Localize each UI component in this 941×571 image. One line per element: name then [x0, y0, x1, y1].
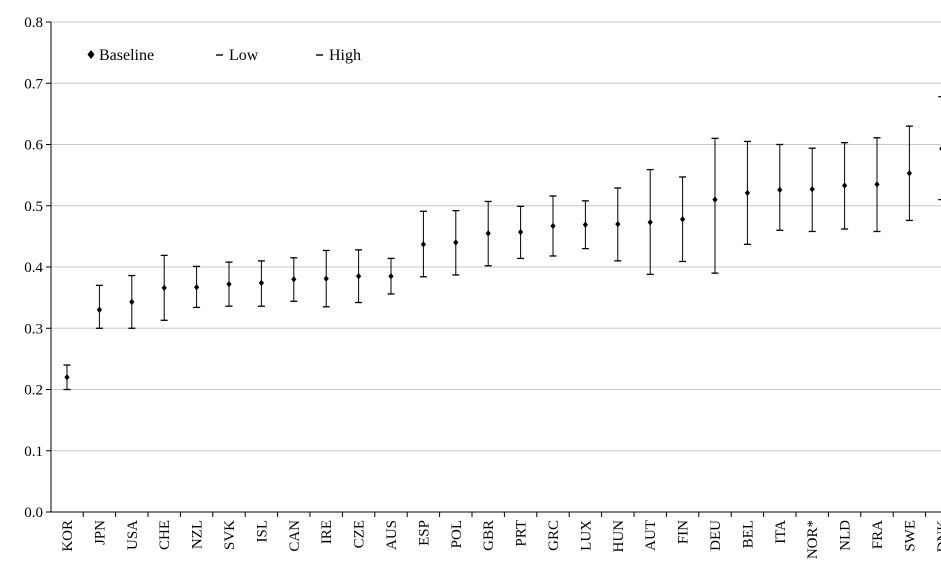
x-tick-label-PRT: PRT	[514, 520, 530, 547]
baseline-point-USA	[129, 298, 135, 306]
y-axis-ticks: 0.0 0.1 0.2 0.3 0.4 0.5 0.6 0.7 0.8	[24, 15, 51, 521]
x-tick-label-DNK: DNK	[935, 520, 941, 553]
baseline-point-NLD	[842, 182, 848, 189]
x-tick-label-ISL: ISL	[254, 520, 270, 543]
baseline-point-FRA	[874, 181, 880, 188]
x-tick-label-AUT: AUT	[643, 520, 659, 551]
x-tick-label-JPN: JPN	[92, 520, 108, 545]
legend-label-high: High	[329, 47, 361, 64]
y-tick-label: 0.7	[24, 76, 43, 92]
y-tick-label: 0.1	[24, 444, 43, 460]
baseline-point-IRE	[323, 275, 329, 282]
y-tick-label: 0.6	[24, 138, 43, 154]
x-tick-label-CZE: CZE	[352, 520, 368, 548]
baseline-point-LUX	[582, 221, 588, 228]
baseline-point-ESP	[420, 241, 426, 248]
x-tick-label-AUS: AUS	[384, 520, 400, 550]
x-tick-label-SWE: SWE	[902, 520, 918, 552]
x-tick-label-FIN: FIN	[676, 520, 692, 544]
baseline-point-CZE	[356, 272, 362, 280]
baseline-point-HUN	[615, 220, 621, 228]
legend-item-low: Low	[216, 47, 259, 64]
baseline-point-POL	[453, 239, 459, 246]
baseline-point-CAN	[291, 276, 297, 283]
x-tick-label-NLD: NLD	[838, 520, 854, 551]
x-tick-label-IRE: IRE	[319, 520, 335, 544]
baseline-point-AUS	[388, 272, 394, 280]
baseline-point-PRT	[518, 228, 524, 236]
x-tick-label-GRC: GRC	[546, 520, 562, 551]
legend-item-baseline: Baseline	[87, 47, 154, 64]
baseline-point-GRC	[550, 222, 556, 230]
x-tick-label-HUN: HUN	[611, 520, 627, 553]
x-tick-label-GBR: GBR	[481, 520, 497, 551]
y-tick-label: 0.8	[24, 15, 43, 31]
x-tick-label-ESP: ESP	[416, 520, 432, 546]
baseline-point-SVK	[226, 280, 232, 288]
legend-label-low: Low	[229, 47, 259, 64]
x-tick-label-KOR: KOR	[60, 520, 76, 552]
x-tick-label-SVK: SVK	[222, 520, 238, 550]
y-tick-label: 0.2	[24, 383, 43, 399]
legend-marker-baseline	[87, 50, 95, 59]
baseline-point-SWE	[906, 170, 912, 177]
x-tick-label-USA: USA	[125, 520, 141, 550]
baseline-point-KOR	[64, 374, 70, 381]
y-tick-label: 0.5	[24, 199, 43, 215]
y-tick-label: 0.4	[24, 260, 43, 276]
y-tick-label: 0.3	[24, 321, 43, 337]
baseline-point-AUT	[647, 219, 653, 226]
baseline-point-BEL	[744, 189, 750, 197]
legend-item-high: High	[316, 47, 361, 64]
x-tick-label-FRA: FRA	[870, 520, 886, 549]
legend-label-baseline: Baseline	[99, 47, 154, 64]
baseline-point-ISL	[258, 279, 264, 287]
x-tick-label-DEU: DEU	[708, 520, 724, 551]
baseline-point-NOR*	[809, 186, 815, 193]
baseline-point-ITA	[777, 186, 783, 194]
x-tick-label-CAN: CAN	[287, 520, 303, 552]
legend: Baseline Low High	[87, 47, 361, 64]
baseline-point-GBR	[485, 230, 491, 237]
x-tick-label-ITA: ITA	[773, 520, 789, 544]
x-tick-label-NOR*: NOR*	[805, 520, 821, 559]
gridlines	[51, 21, 941, 452]
baseline-point-FIN	[680, 216, 686, 223]
error-bar-marks	[63, 96, 941, 391]
x-axis-ticks: KOR JPN USA CHE NZL SVK ISL CAN IRE CZE AUS ESP POL G…	[60, 512, 941, 559]
x-tick-label-NZL: NZL	[190, 520, 206, 549]
x-tick-label-BEL: BEL	[740, 520, 756, 548]
baseline-point-DEU	[712, 196, 718, 203]
y-tick-label: 0.0	[24, 505, 43, 521]
baseline-point-JPN	[96, 306, 102, 314]
baseline-point-NZL	[194, 284, 200, 291]
x-tick-label-CHE: CHE	[157, 520, 173, 550]
baseline-point-CHE	[161, 284, 167, 292]
x-tick-label-POL: POL	[449, 520, 465, 548]
x-tick-label-LUX: LUX	[578, 520, 594, 551]
